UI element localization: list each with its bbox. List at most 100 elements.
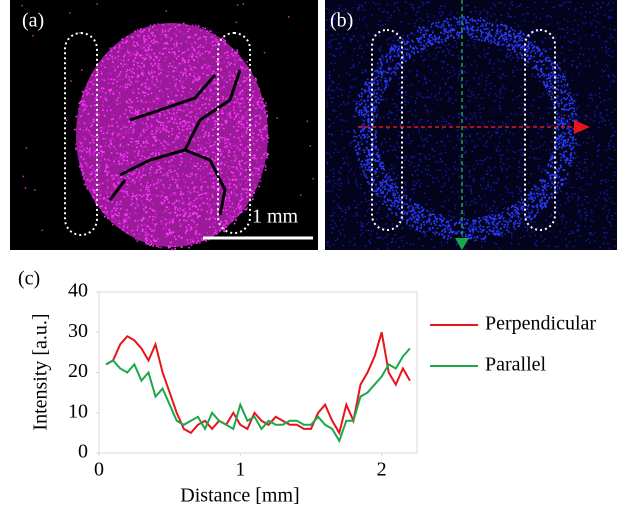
dot	[500, 93, 501, 94]
dot	[425, 158, 426, 159]
dot	[494, 63, 495, 64]
dot	[191, 226, 193, 228]
dot	[135, 81, 137, 83]
dot	[332, 134, 333, 135]
dot	[535, 235, 536, 236]
dot	[263, 104, 265, 106]
dot	[97, 71, 99, 73]
dot	[135, 212, 137, 214]
dot	[162, 175, 164, 177]
dot	[521, 212, 522, 213]
dot	[147, 117, 149, 119]
dot	[196, 212, 198, 214]
dot	[335, 148, 336, 149]
dot	[103, 114, 105, 116]
dot	[611, 112, 612, 113]
dot	[214, 218, 216, 220]
dot	[420, 219, 421, 220]
dot	[547, 88, 548, 89]
dot	[174, 115, 176, 117]
dot	[446, 174, 447, 175]
dot	[203, 168, 205, 170]
dot	[350, 38, 351, 39]
dot	[149, 244, 151, 246]
dot	[174, 204, 176, 206]
dot	[201, 149, 203, 151]
dot	[359, 47, 360, 48]
dot	[572, 116, 574, 118]
dot	[465, 29, 466, 30]
dot	[366, 201, 367, 202]
dot	[172, 51, 174, 53]
dot	[134, 234, 136, 236]
dot	[184, 62, 186, 64]
dot	[205, 151, 207, 153]
dot	[147, 119, 149, 121]
dot	[510, 217, 511, 218]
dot	[206, 112, 208, 114]
dot	[173, 165, 175, 167]
dot	[228, 155, 230, 157]
dot	[566, 244, 567, 245]
dot	[330, 224, 331, 225]
dot	[505, 75, 506, 76]
dot	[120, 201, 122, 203]
dot	[252, 198, 254, 200]
dot	[258, 176, 260, 178]
dot	[361, 226, 362, 227]
dot	[194, 80, 196, 82]
dot	[446, 49, 447, 50]
dot	[348, 181, 349, 182]
dot	[442, 67, 443, 68]
dot	[584, 199, 585, 200]
dot	[560, 114, 561, 115]
dot	[394, 146, 395, 147]
dot	[142, 176, 144, 178]
dot	[167, 101, 169, 103]
dot	[117, 175, 119, 177]
dot	[179, 164, 181, 166]
dot	[98, 152, 100, 154]
dot	[203, 136, 205, 138]
dot	[470, 204, 471, 205]
dot	[326, 176, 327, 177]
dot	[333, 180, 334, 181]
dot	[518, 243, 519, 244]
dot	[199, 112, 201, 114]
dot	[201, 193, 203, 195]
dot	[223, 39, 225, 41]
dot	[236, 115, 238, 117]
dot	[382, 25, 383, 26]
dot	[418, 238, 419, 239]
dot	[391, 53, 392, 54]
dot	[535, 158, 536, 159]
dot	[327, 105, 328, 106]
dot	[613, 80, 614, 81]
dot	[113, 66, 115, 68]
dot	[411, 220, 412, 221]
dot	[174, 33, 176, 35]
dot	[506, 176, 507, 177]
dot	[445, 152, 446, 153]
dot	[574, 20, 575, 21]
dot	[421, 96, 422, 97]
dot	[196, 151, 198, 153]
dot	[189, 213, 191, 215]
dot	[556, 204, 557, 205]
dot	[228, 150, 230, 152]
dot	[240, 67, 242, 69]
dot	[197, 27, 199, 29]
dot	[86, 188, 88, 190]
dot	[172, 218, 174, 220]
dot	[555, 246, 556, 247]
dot	[183, 203, 185, 205]
dot	[112, 221, 114, 223]
dot	[214, 160, 216, 162]
dot	[92, 93, 94, 95]
dot	[567, 21, 568, 22]
dot	[91, 165, 93, 167]
dot	[118, 163, 120, 165]
dot	[339, 197, 340, 198]
dot	[417, 174, 418, 175]
dot	[547, 55, 548, 56]
